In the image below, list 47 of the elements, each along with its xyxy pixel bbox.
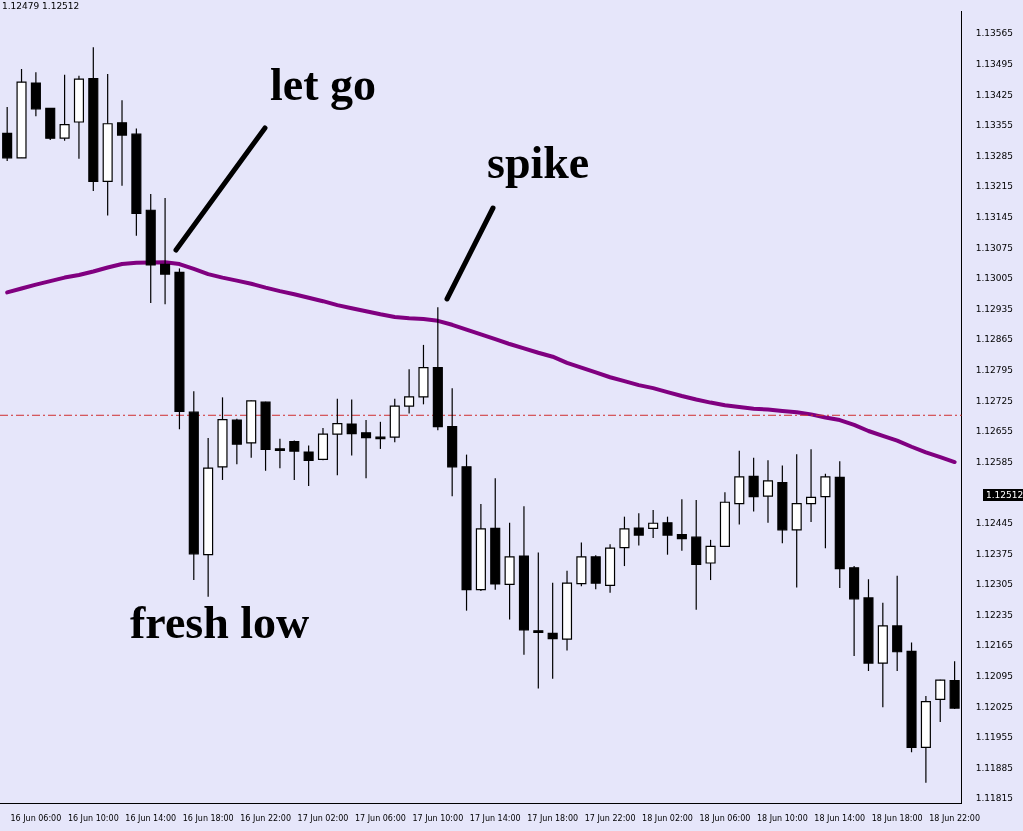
annotation: let go [270,59,377,110]
x-tick-label: 16 Jun 06:00 [10,814,62,824]
x-tick-label: 17 Jun 10:00 [412,814,464,824]
y-tick-label: 1.12935 [975,303,1013,314]
y-tick-label: 1.12375 [975,548,1013,559]
y-tick-label: 1.13215 [975,181,1013,192]
y-tick-label: 1.13145 [975,212,1013,223]
y-tick-label: 1.13565 [975,28,1013,39]
x-tick-label: 17 Jun 22:00 [584,814,636,824]
text: 1.12512 [983,489,1023,501]
x-tick-label: 16 Jun 18:00 [182,814,234,824]
y-tick-label: 1.12725 [975,395,1013,406]
y-tick-label: 1.13355 [975,120,1013,131]
y-tick-label: 1.12095 [975,670,1013,681]
y-tick-label: 1.12025 [975,701,1013,712]
x-tick-label: 18 Jun 06:00 [699,814,751,824]
y-tick-label: 1.13075 [975,242,1013,253]
y-tick-label: 1.13285 [975,150,1013,161]
x-tick-label: 18 Jun 22:00 [929,814,981,824]
y-tick-label: 1.13495 [975,59,1013,70]
x-tick-label: 16 Jun 22:00 [240,814,291,824]
y-tick-label: 1.13005 [975,273,1013,284]
y-tick-label: 1.12305 [975,579,1013,590]
x-tick-label: 17 Jun 14:00 [469,814,521,824]
x-tick-label: 16 Jun 14:00 [125,814,177,824]
annotation: spike [487,137,590,188]
x-tick-label: 18 Jun 18:00 [871,814,923,824]
x-tick-label: 17 Jun 18:00 [527,814,579,824]
x-tick-label: 18 Jun 02:00 [642,814,693,824]
y-tick-label: 1.13425 [975,89,1013,100]
y-tick-label: 1.12795 [975,365,1013,376]
y-tick-label: 1.12165 [975,640,1013,651]
y-tick-label: 1.12655 [975,426,1013,437]
y-tick-label: 1.12235 [975,609,1013,620]
x-tick-label: 17 Jun 02:00 [297,814,349,824]
annotation: fresh low [130,597,310,648]
y-tick-label: 1.12585 [975,456,1013,467]
y-tick-label: 1.11955 [975,732,1013,743]
y-tick-label: 1.12445 [975,518,1013,529]
x-tick-label: 18 Jun 10:00 [756,814,808,824]
x-tick-label: 17 Jun 06:00 [354,814,406,824]
x-tick-label: 18 Jun 14:00 [814,814,866,824]
y-tick-label: 1.12865 [975,334,1013,345]
x-tick-label: 16 Jun 10:00 [67,814,119,824]
annotation: 1.12479 1.12512 [2,1,80,11]
y-tick-label: 1.11885 [975,762,1013,773]
y-tick-label: 1.11815 [975,793,1013,804]
